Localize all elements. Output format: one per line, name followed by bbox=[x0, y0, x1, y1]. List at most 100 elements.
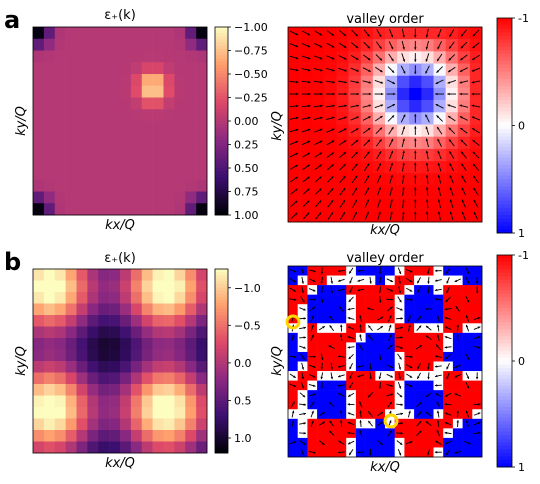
energy-b-cell bbox=[196, 430, 208, 442]
heatmap-title-a: ε₊(k) bbox=[104, 8, 136, 23]
valley-b-arrowhead bbox=[436, 401, 439, 405]
valley-a-arrowhead bbox=[355, 151, 358, 155]
valley-a-arrowhead bbox=[449, 175, 453, 178]
valley-a-arrowhead bbox=[425, 59, 428, 62]
valley-b-arrowhead bbox=[303, 403, 306, 406]
energy-colorbar-a-segment bbox=[215, 149, 228, 153]
energy-a-cell bbox=[141, 27, 153, 40]
valley-b-arrowhead bbox=[409, 289, 413, 292]
valley-a-arrowhead bbox=[461, 151, 464, 155]
valley-b-arrowhead bbox=[320, 290, 323, 294]
valley-b-arrowhead bbox=[359, 429, 362, 433]
valley-colorbar-b-segment bbox=[497, 368, 512, 372]
valley-b-cell bbox=[414, 332, 425, 343]
energy-b-cell bbox=[196, 280, 208, 293]
energy-b-cell bbox=[174, 361, 186, 373]
energy-colorbar-a bbox=[214, 26, 229, 216]
valley-a-cell bbox=[397, 100, 410, 113]
energy-a-cell bbox=[43, 203, 56, 216]
valley-colorbar-b-segment bbox=[497, 339, 512, 344]
valley-colorbar-a-segment bbox=[497, 57, 512, 62]
valley-b-cell bbox=[365, 294, 376, 305]
energy-b-cell bbox=[141, 430, 153, 442]
energy-b-cell bbox=[98, 315, 110, 327]
valley-a-arrowhead bbox=[390, 187, 393, 190]
valley-colorbar-a-segment bbox=[497, 71, 512, 76]
energy-b-cell bbox=[163, 407, 175, 419]
valley-b-arrowhead bbox=[427, 271, 430, 275]
energy-b-cell bbox=[120, 303, 132, 316]
energy-b-cell bbox=[152, 349, 164, 362]
valley-b-arrowhead bbox=[368, 335, 371, 338]
energy-colorbar-a-segment bbox=[215, 196, 228, 200]
energy-b-cell bbox=[43, 338, 56, 350]
valley-b-arrowhead bbox=[378, 281, 382, 284]
energy-a-cell bbox=[76, 144, 88, 157]
energy-a-cell bbox=[130, 156, 143, 169]
valley-a-arrowhead bbox=[378, 163, 381, 166]
energy-a-cell bbox=[152, 85, 164, 98]
energy-b-cell bbox=[120, 269, 132, 281]
valley-b-cell bbox=[355, 304, 366, 315]
valley-colorbar-b-segment bbox=[497, 300, 512, 305]
valley-b-arrowhead bbox=[349, 271, 352, 274]
energy-a-cell bbox=[130, 109, 143, 122]
valley-b-cell bbox=[336, 294, 347, 305]
valley-a-arrowhead bbox=[390, 150, 393, 154]
energy-a-cell bbox=[163, 85, 175, 98]
energy-b-cell bbox=[87, 372, 99, 385]
valley-b-arrowhead bbox=[444, 346, 448, 349]
valley-b-arrowhead bbox=[389, 324, 392, 328]
energy-colorbar-b-segment bbox=[215, 422, 228, 426]
valley-a-arrowhead bbox=[425, 175, 429, 178]
energy-b-cell bbox=[33, 292, 45, 304]
energy-a-cell bbox=[76, 203, 88, 216]
energy-a-cell bbox=[152, 203, 164, 216]
valley-b-arrowhead bbox=[475, 376, 479, 380]
energy-a-cell bbox=[120, 97, 132, 110]
valley-a-arrowhead bbox=[402, 187, 405, 190]
valley-colorbar-a-segment bbox=[497, 35, 512, 40]
energy-b-cell bbox=[185, 395, 197, 408]
valley-a-arrowhead bbox=[366, 163, 370, 167]
valley-a-arrowhead bbox=[414, 138, 417, 141]
valley-a-arrowhead bbox=[307, 164, 310, 168]
valley-b-arrowhead bbox=[409, 384, 413, 387]
valley-b-cell bbox=[375, 428, 386, 439]
valley-a-arrowhead bbox=[414, 211, 417, 214]
energy-colorbar-b-segment bbox=[215, 278, 228, 282]
energy-colorbar-a-segment bbox=[215, 27, 228, 31]
energy-a-cell bbox=[98, 203, 110, 216]
energy-a-cell bbox=[87, 38, 99, 51]
valley-colorbar-a-segment bbox=[497, 53, 512, 58]
valley-a-arrowhead bbox=[414, 71, 417, 75]
energy-b-cell bbox=[185, 441, 197, 454]
energy-b-cell bbox=[87, 361, 99, 373]
energy-a-cell bbox=[98, 191, 110, 204]
valley-a-arrowhead bbox=[307, 116, 311, 120]
valley-b-arrowhead bbox=[446, 290, 449, 294]
energy-colorbar-b-segment bbox=[215, 351, 228, 356]
energy-a-cell bbox=[163, 38, 175, 51]
valley-a-arrowhead bbox=[331, 33, 334, 36]
energy-colorbar-b-segment bbox=[215, 348, 228, 353]
valley-b-arrowhead bbox=[301, 281, 304, 284]
valley-b-arrowhead bbox=[389, 334, 392, 338]
valley-a-arrowhead bbox=[343, 128, 347, 131]
energy-b-cell bbox=[109, 292, 121, 304]
valley-b-arrowhead bbox=[378, 376, 382, 380]
valley-b-arrowhead bbox=[368, 325, 371, 328]
valley-a-arrowhead bbox=[295, 176, 298, 180]
energy-colorbar-a-segment bbox=[215, 139, 228, 144]
valley-colorbar-b-segment bbox=[497, 406, 512, 411]
energy-a-cell bbox=[196, 203, 208, 216]
valley-colorbar-a-segment bbox=[497, 46, 512, 51]
energy-a-cell bbox=[185, 132, 197, 145]
energy-b-cell bbox=[120, 361, 132, 373]
valley-b-cell bbox=[452, 380, 463, 391]
valley-a-arrowhead bbox=[320, 92, 323, 96]
energy-b-cell bbox=[174, 269, 186, 281]
energy-b-cell bbox=[152, 280, 164, 293]
energy-b-cell bbox=[33, 269, 45, 281]
energy-a-cell bbox=[163, 203, 175, 216]
